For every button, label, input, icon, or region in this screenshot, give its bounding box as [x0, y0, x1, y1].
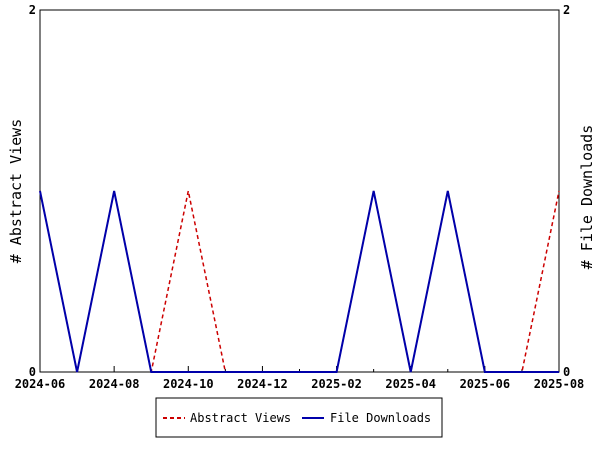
y-axis-title: # Abstract Views	[7, 119, 25, 264]
x-tick-label: 2024-08	[89, 377, 140, 391]
x-tick-label: 2024-10	[163, 377, 214, 391]
plot-frame	[39, 9, 560, 373]
x-tick-label: 2025-08	[534, 377, 585, 391]
series-line-file-downloads	[39, 190, 559, 373]
x-tick-label: 2024-06	[15, 377, 66, 391]
y-tick-label: 2	[29, 3, 36, 17]
x-tick-label: 2025-04	[385, 377, 436, 391]
y-tick-label: 0	[29, 365, 36, 379]
y-axis-left: 02	[29, 3, 45, 379]
series-layer	[39, 190, 560, 373]
series-line-abstract-views	[39, 190, 560, 373]
y-axis-right: 02	[554, 3, 570, 379]
legend-label-file-downloads: File Downloads	[330, 411, 431, 425]
legend-box	[155, 397, 443, 438]
y2-tick-label: 0	[563, 365, 570, 379]
y2-tick-label: 2	[563, 3, 570, 17]
x-tick-label: 2025-06	[460, 377, 511, 391]
y2-axis-title: # File Downloads	[578, 125, 596, 270]
x-tick-label: 2024-12	[237, 377, 288, 391]
legend: Abstract Views File Downloads	[155, 397, 443, 438]
legend-label-abstract-views: Abstract Views	[190, 411, 291, 425]
x-axis: 2024-06 2024-08 2024-10 2024-12 2025-02 2025-…	[15, 366, 585, 391]
x-tick-label: 2025-02	[311, 377, 362, 391]
